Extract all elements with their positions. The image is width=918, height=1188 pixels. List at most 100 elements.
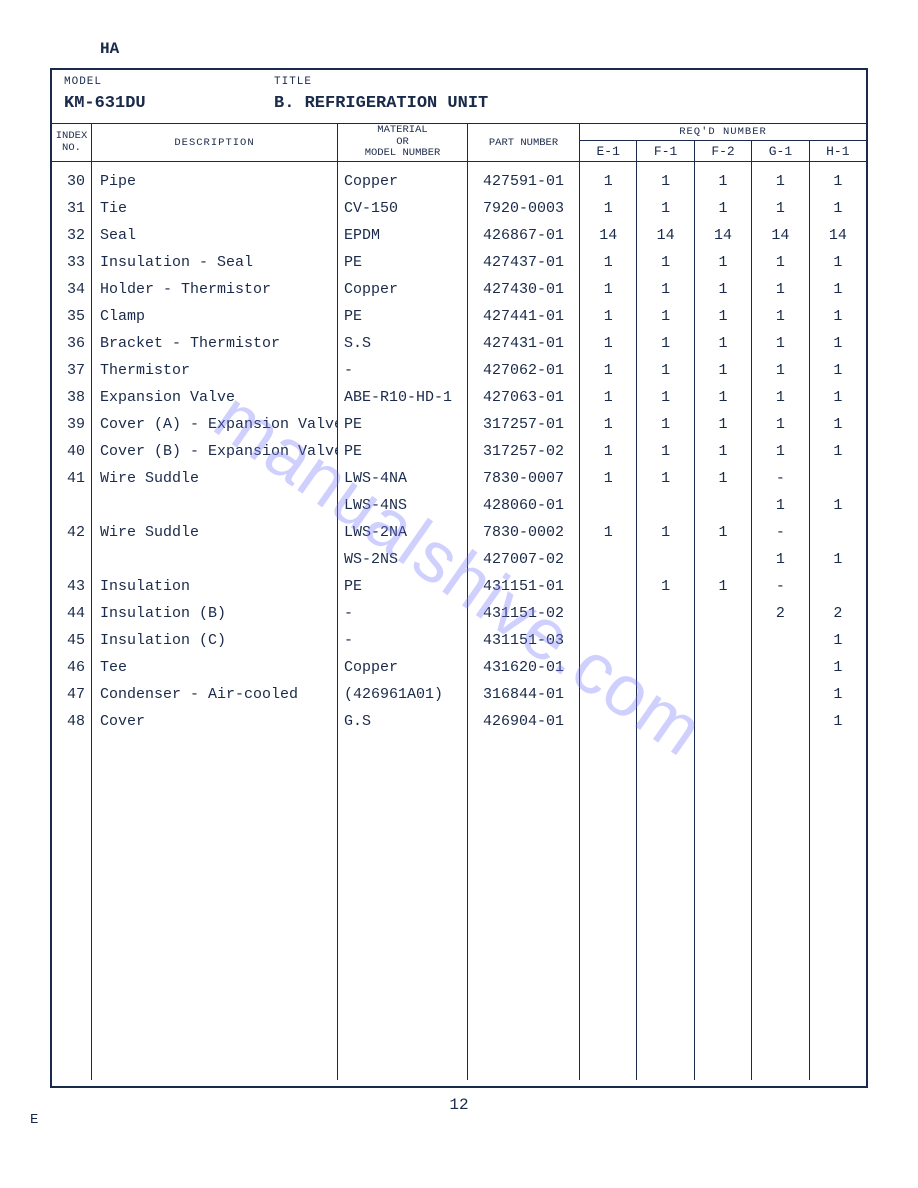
col-header-qty: F-2 <box>694 141 751 161</box>
left-marker: E <box>30 1112 38 1128</box>
cell-qty <box>695 546 751 573</box>
cell-qty <box>637 546 693 573</box>
cell-index: 40 <box>52 438 85 465</box>
cell-qty <box>580 600 636 627</box>
cell-index: 47 <box>52 681 85 708</box>
cell-qty: 1 <box>695 357 751 384</box>
cell-description: Seal <box>100 222 337 249</box>
cell-qty: 1 <box>580 519 636 546</box>
cell-part-number: 317257-02 <box>468 438 579 465</box>
cell-description: Cover <box>100 708 337 735</box>
col-header-qty: H-1 <box>809 141 866 161</box>
cell-qty: 1 <box>810 708 866 735</box>
col-header-material-l1: MATERIAL <box>338 125 467 137</box>
parts-table-frame: MODEL KM-631DU TITLE B. REFRIGERATION UN… <box>50 68 868 1088</box>
cell-material: CV-150 <box>344 195 467 222</box>
col-header-part-number: PART NUMBER <box>468 124 580 161</box>
cell-qty: 14 <box>695 222 751 249</box>
cell-qty <box>810 573 866 600</box>
cell-part-number: 427591-01 <box>468 168 579 195</box>
cell-qty: 1 <box>695 384 751 411</box>
cell-qty: 1 <box>752 168 808 195</box>
cell-part-number: 7830-0002 <box>468 519 579 546</box>
cell-part-number: 427062-01 <box>468 357 579 384</box>
cell-qty: 1 <box>580 276 636 303</box>
col-header-qty: E-1 <box>580 141 636 161</box>
col-part-number: 427591-017920-0003426867-01427437-014274… <box>468 162 580 1080</box>
cell-description <box>100 546 337 573</box>
cell-qty: 1 <box>580 411 636 438</box>
cell-part-number: 431151-02 <box>468 600 579 627</box>
cell-qty: 1 <box>810 438 866 465</box>
cell-qty: 1 <box>810 357 866 384</box>
cell-qty <box>752 654 808 681</box>
cell-qty: - <box>752 573 808 600</box>
cell-qty: 1 <box>752 492 808 519</box>
cell-qty <box>580 492 636 519</box>
cell-qty: 1 <box>580 168 636 195</box>
cell-material: WS-2NS <box>344 546 467 573</box>
cell-material: PE <box>344 438 467 465</box>
cell-qty <box>752 627 808 654</box>
cell-description: Insulation - Seal <box>100 249 337 276</box>
cell-index: 46 <box>52 654 85 681</box>
cell-qty: 2 <box>810 600 866 627</box>
cell-qty <box>637 627 693 654</box>
cell-index <box>52 546 85 573</box>
cell-qty: 1 <box>637 357 693 384</box>
cell-qty <box>695 654 751 681</box>
cell-qty <box>810 465 866 492</box>
cell-qty <box>752 681 808 708</box>
col-material: CopperCV-150EPDMPECopperPES.S -ABE-R10-H… <box>338 162 468 1080</box>
cell-material: LWS-4NS <box>344 492 467 519</box>
title-value: B. REFRIGERATION UNIT <box>274 94 854 113</box>
cell-part-number: 427431-01 <box>468 330 579 357</box>
cell-qty <box>695 600 751 627</box>
cell-index: 48 <box>52 708 85 735</box>
cell-index: 31 <box>52 195 85 222</box>
col-header-qty-group: E-1 F-1 F-2 G-1 H-1 <box>580 141 866 161</box>
cell-part-number: 431151-03 <box>468 627 579 654</box>
cell-qty: 1 <box>752 546 808 573</box>
cell-qty: 1 <box>695 573 751 600</box>
cell-qty <box>580 627 636 654</box>
cell-part-number: 427063-01 <box>468 384 579 411</box>
cell-part-number: 428060-01 <box>468 492 579 519</box>
cell-qty: 1 <box>637 573 693 600</box>
cell-qty: 1 <box>695 195 751 222</box>
cell-qty: - <box>752 465 808 492</box>
cell-qty <box>637 654 693 681</box>
cell-qty: 1 <box>752 249 808 276</box>
cell-qty: 1 <box>580 438 636 465</box>
cell-qty: 1 <box>695 303 751 330</box>
cell-material: - <box>344 627 467 654</box>
cell-index: 44 <box>52 600 85 627</box>
cell-qty: 1 <box>752 357 808 384</box>
cell-qty: 1 <box>810 249 866 276</box>
cell-description <box>100 492 337 519</box>
cell-qty: 1 <box>637 303 693 330</box>
col-header-description: DESCRIPTION <box>92 124 338 161</box>
cell-qty: 1 <box>810 654 866 681</box>
cell-qty: 1 <box>637 438 693 465</box>
page: HA E MODEL KM-631DU TITLE B. REFRIGERATI… <box>0 0 918 1188</box>
cell-qty: 1 <box>810 276 866 303</box>
cell-material: Copper <box>344 168 467 195</box>
col-header-qty: F-1 <box>636 141 693 161</box>
cell-part-number: 7920-0003 <box>468 195 579 222</box>
col-header-index-l2: NO. <box>52 143 91 155</box>
cell-qty: 1 <box>637 519 693 546</box>
table-body: 30313233343536373839404142434445464748 P… <box>52 162 866 1080</box>
cell-material: PE <box>344 303 467 330</box>
cell-index: 35 <box>52 303 85 330</box>
cell-qty <box>580 681 636 708</box>
cell-description: Thermistor <box>100 357 337 384</box>
cell-qty: 1 <box>695 276 751 303</box>
cell-qty: 1 <box>695 411 751 438</box>
col-header-index: INDEX NO. <box>52 124 92 161</box>
cell-index <box>52 492 85 519</box>
col-qty-e1: 11141111111111 <box>580 162 637 1080</box>
cell-index: 30 <box>52 168 85 195</box>
cell-index: 39 <box>52 411 85 438</box>
cell-qty: 1 <box>810 168 866 195</box>
